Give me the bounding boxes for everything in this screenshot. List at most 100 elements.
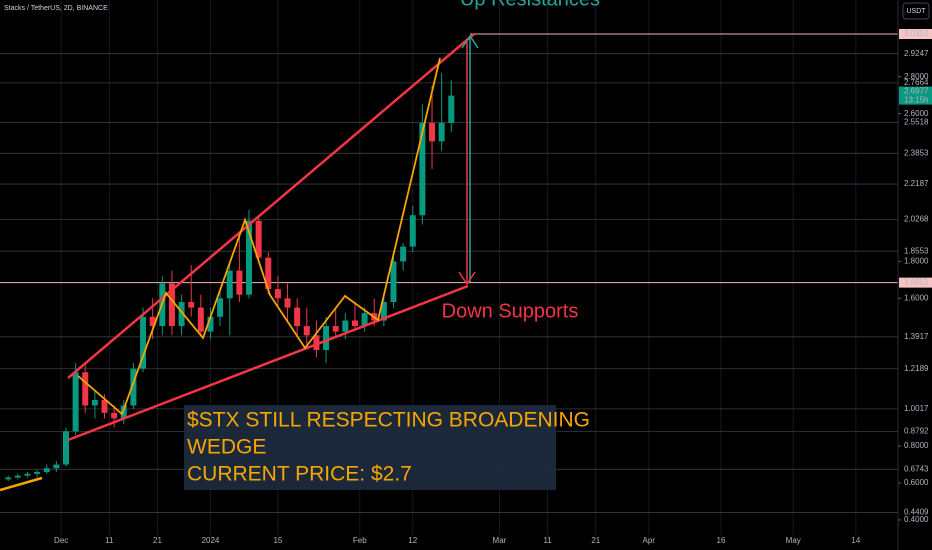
x-tick-label: 14 — [851, 536, 860, 545]
axis: 2.8000 2.6000 1.8000 1.6000 0.8000 0.6000 0.40… — [898, 29, 932, 524]
level-label: 1.8553 — [904, 246, 929, 255]
level-label: 0.6743 — [904, 464, 929, 473]
y-tick-label: 2.8000 — [904, 72, 929, 81]
y-tick-label: 1.6000 — [904, 293, 929, 302]
level-label: 2.0268 — [904, 215, 929, 224]
y-tick-label: 2.6000 — [904, 109, 929, 118]
candle-body — [120, 405, 127, 419]
candle-body — [207, 316, 214, 332]
y-tick-label: 0.6000 — [904, 478, 929, 487]
candle-body — [140, 316, 147, 369]
level-label: 2.5518 — [904, 118, 929, 127]
last-price-bg — [899, 86, 932, 105]
candle-body — [178, 302, 185, 327]
down-arrow-head — [458, 271, 476, 286]
level-label: 1.6851 — [904, 278, 929, 287]
candle-body — [438, 122, 445, 142]
candle-body — [24, 473, 31, 476]
last-price-label: 2.6977 — [904, 87, 929, 96]
x-tick-label: Feb — [353, 536, 367, 545]
candle-body — [342, 320, 349, 332]
candle-body — [400, 246, 407, 262]
candle-body — [429, 122, 436, 142]
candle-body — [197, 307, 204, 332]
level-label-bg — [899, 277, 932, 288]
candle-body — [332, 326, 339, 332]
candle-body — [361, 313, 368, 327]
candle-body — [390, 261, 397, 303]
x-tick-label: May — [786, 536, 801, 545]
x-tick-label: Apr — [643, 536, 656, 545]
x-tick-label: 11 — [105, 536, 114, 545]
x-tick-label: 21 — [591, 536, 600, 545]
candle-body — [303, 326, 310, 336]
candle-body — [43, 468, 50, 472]
level-label: 1.0017 — [904, 404, 929, 413]
zigzag — [77, 57, 441, 416]
candle-body — [34, 471, 41, 474]
support-label: Down Supports — [442, 300, 579, 322]
candle-body — [168, 283, 175, 327]
candle-body — [217, 298, 224, 317]
candle-body — [53, 464, 60, 469]
symbol-label: Stacks / TetherUS, 2D, BINANCE — [4, 5, 108, 12]
candle-body — [226, 270, 233, 299]
wedge-upper-line — [67, 33, 475, 379]
candle-body — [5, 477, 12, 480]
trend-line — [0, 476, 43, 492]
y-tick-label: 0.8000 — [904, 441, 929, 450]
candle-body — [101, 399, 108, 413]
candle-body — [448, 95, 455, 123]
note-line: CURRENT PRICE: $2.7 — [187, 463, 412, 486]
up-arrow-head — [461, 34, 479, 49]
candle-body — [409, 215, 416, 247]
x-tick-label: Dec — [54, 536, 68, 545]
candle-body — [82, 372, 89, 406]
candle-body — [380, 302, 387, 321]
y-tick-label: 0.4000 — [904, 515, 929, 524]
x-tick-label: Mar — [493, 536, 507, 545]
candle-body — [188, 302, 195, 308]
candle-body — [91, 399, 98, 406]
level-label: 0.4409 — [904, 508, 929, 517]
x-tick-label: 2024 — [202, 536, 220, 545]
y-tick-label: 1.8000 — [904, 257, 929, 266]
candle-body — [351, 320, 358, 327]
x-tick-label: 15 — [273, 536, 282, 545]
level-label: 1.3917 — [904, 332, 929, 341]
candle-body — [149, 316, 156, 327]
level-label: 2.9247 — [904, 49, 929, 58]
candle-body — [284, 298, 291, 308]
note-line: WEDGE — [187, 436, 266, 459]
drawings — [0, 33, 479, 492]
note-line: $STX STILL RESPECTING BROADENING — [187, 409, 590, 432]
level-label: 0.8792 — [904, 427, 929, 436]
candle-body — [111, 412, 118, 419]
level-label: 2.7664 — [904, 78, 929, 87]
resistance-label: Up Resistances — [460, 0, 600, 10]
x-tick-label: 11 — [543, 536, 552, 545]
level-label: 1.2189 — [904, 364, 929, 373]
candle-body — [14, 475, 21, 478]
x-tick-label: 12 — [408, 536, 417, 545]
wedge-lower-line — [67, 284, 469, 442]
currency-button-label[interactable]: USDT — [906, 8, 926, 15]
candle-body — [236, 270, 243, 295]
currency-button[interactable] — [902, 2, 930, 20]
level-label: 2.2187 — [904, 179, 929, 188]
candle-body — [419, 122, 426, 216]
candle-body — [274, 289, 281, 299]
x-tick-label: 16 — [717, 536, 726, 545]
candle-body — [130, 368, 137, 406]
candle-body — [62, 431, 69, 465]
level-label: 2.3853 — [904, 148, 929, 157]
x-tick-label: 21 — [153, 536, 162, 545]
candle-body — [294, 307, 301, 327]
countdown-label: 13:15h — [904, 96, 928, 105]
candle-body — [323, 326, 330, 351]
candle-body — [72, 372, 79, 432]
level-label-bg — [899, 29, 932, 40]
candle-body — [255, 220, 262, 258]
candle-body — [313, 335, 320, 351]
